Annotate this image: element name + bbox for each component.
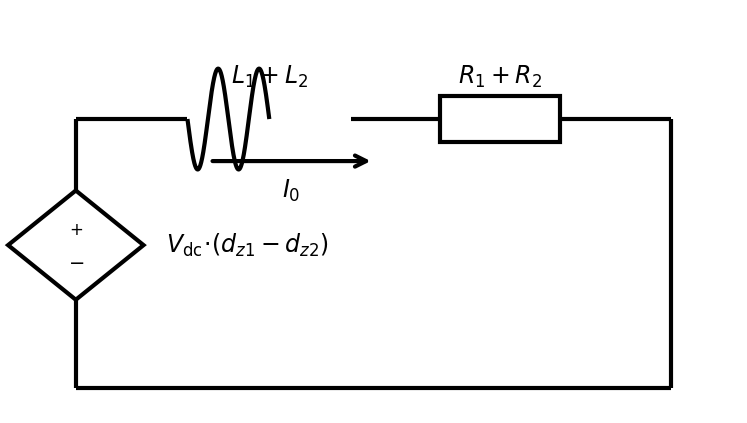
Text: $-$: $-$ [68, 252, 84, 271]
Text: $L_1 + L_2$: $L_1 + L_2$ [231, 63, 308, 90]
Text: $+$: $+$ [69, 221, 83, 239]
Bar [441, 96, 560, 142]
Text: $I_0$: $I_0$ [282, 178, 301, 204]
Text: $V_{\mathrm{dc}}\!\cdot\!(d_{z1}-d_{z2})$: $V_{\mathrm{dc}}\!\cdot\!(d_{z1}-d_{z2})… [166, 231, 329, 259]
Text: $R_1 + R_2$: $R_1 + R_2$ [458, 63, 542, 90]
